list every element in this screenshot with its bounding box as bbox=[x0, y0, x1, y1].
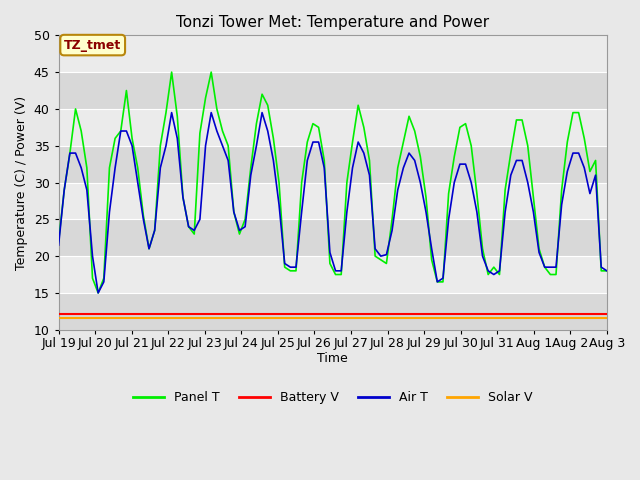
Title: Tonzi Tower Met: Temperature and Power: Tonzi Tower Met: Temperature and Power bbox=[176, 15, 490, 30]
Bar bbox=[59, 256, 607, 293]
Bar bbox=[59, 182, 607, 219]
Y-axis label: Temperature (C) / Power (V): Temperature (C) / Power (V) bbox=[15, 96, 28, 270]
Bar bbox=[59, 293, 607, 330]
Bar bbox=[59, 72, 607, 109]
Bar bbox=[59, 219, 607, 256]
Bar bbox=[59, 109, 607, 146]
Bar bbox=[59, 146, 607, 182]
Text: TZ_tmet: TZ_tmet bbox=[64, 38, 122, 51]
Bar bbox=[59, 36, 607, 72]
X-axis label: Time: Time bbox=[317, 352, 348, 365]
Legend: Panel T, Battery V, Air T, Solar V: Panel T, Battery V, Air T, Solar V bbox=[128, 386, 538, 409]
